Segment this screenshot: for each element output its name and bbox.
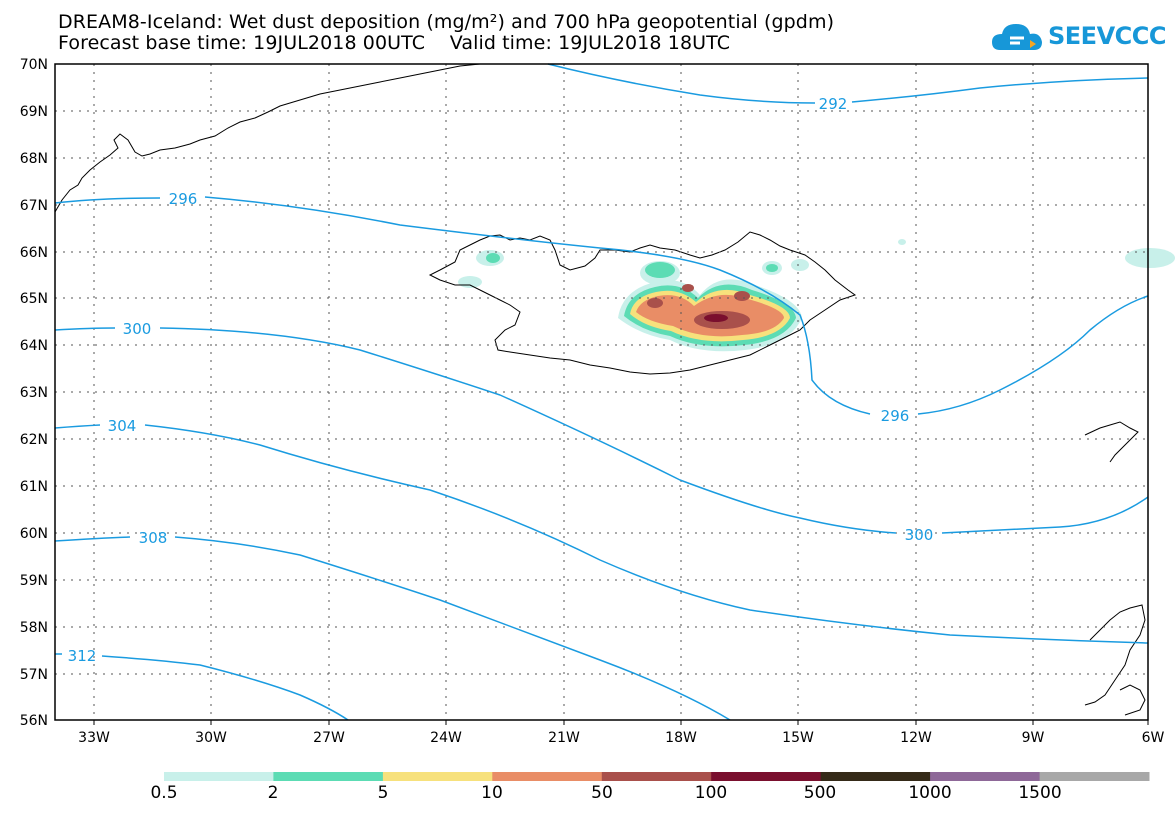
x-tick-label: 12W [900, 730, 932, 746]
x-tick-label: 15W [782, 730, 814, 746]
lat-lon-grid [55, 64, 1148, 720]
y-tick-label: 57N [20, 667, 48, 683]
legend-label: 500 [803, 783, 837, 803]
logo-text: SEEVCCC [1048, 22, 1167, 50]
contour-label: 300 [905, 526, 934, 544]
legend-swatch [164, 772, 274, 781]
legend-swatch [492, 772, 603, 781]
y-tick-label: 64N [20, 338, 48, 354]
y-tick-label: 63N [20, 385, 48, 401]
y-tick-label: 62N [20, 432, 48, 448]
map-title: DREAM8-Iceland: Wet dust deposition (mg/… [58, 11, 835, 33]
y-tick-label: 60N [20, 526, 48, 542]
coastlines [54, 63, 1146, 716]
legend-swatch [382, 772, 493, 781]
x-tick-label: 6W [1142, 730, 1165, 746]
y-tick-label: 56N [20, 713, 48, 729]
legend-swatch [601, 772, 712, 781]
x-tick-label: 24W [430, 730, 462, 746]
y-tick-label: 65N [20, 291, 48, 307]
legend-label: 10 [481, 783, 503, 803]
legend-label: 100 [694, 783, 728, 803]
contour-label: 292 [819, 95, 848, 113]
y-tick-label: 58N [20, 620, 48, 636]
tick-marks [93, 720, 1149, 725]
cloud-icon [992, 24, 1042, 50]
y-tick-label: 69N [20, 104, 48, 120]
geopotential-contours [54, 63, 1149, 721]
legend-swatch [711, 772, 822, 781]
legend-swatch [820, 772, 931, 781]
x-tick-label: 18W [665, 730, 697, 746]
x-tick-label: 27W [313, 730, 345, 746]
contour-label: 300 [123, 320, 152, 338]
contour-label: 312 [68, 647, 97, 665]
legend-label: 1000 [908, 783, 952, 803]
x-tick-label: 21W [548, 730, 580, 746]
dust-deposition-shading [458, 239, 1175, 352]
legend-colorbar [164, 772, 1150, 781]
legend-label: 0.5 [150, 783, 178, 803]
legend-label: 2 [267, 783, 279, 803]
legend-swatch [930, 772, 1040, 781]
contour-label: 296 [881, 407, 910, 425]
x-tick-label: 33W [78, 730, 110, 746]
legend-label: 1500 [1018, 783, 1062, 803]
map-frame [54, 63, 1149, 721]
contour-label: 304 [108, 417, 137, 435]
legend-label: 50 [591, 783, 613, 803]
seevccc-logo: SEEVCCC [990, 18, 1167, 58]
y-tick-label: 68N [20, 151, 48, 167]
legend-label: 5 [377, 783, 389, 803]
legend-swatch [1039, 772, 1150, 781]
x-tick-label: 9W [1022, 730, 1045, 746]
y-tick-label: 59N [20, 573, 48, 589]
contour-label: 296 [169, 190, 198, 208]
y-tick-label: 70N [20, 57, 48, 73]
y-tick-label: 61N [20, 479, 48, 495]
x-tick-label: 30W [195, 730, 227, 746]
legend-swatch [273, 772, 384, 781]
contour-label: 308 [139, 529, 168, 547]
y-tick-label: 66N [20, 245, 48, 261]
map-subtitle: Forecast base time: 19JUL2018 00UTC Vali… [58, 32, 731, 54]
y-tick-label: 67N [20, 198, 48, 214]
